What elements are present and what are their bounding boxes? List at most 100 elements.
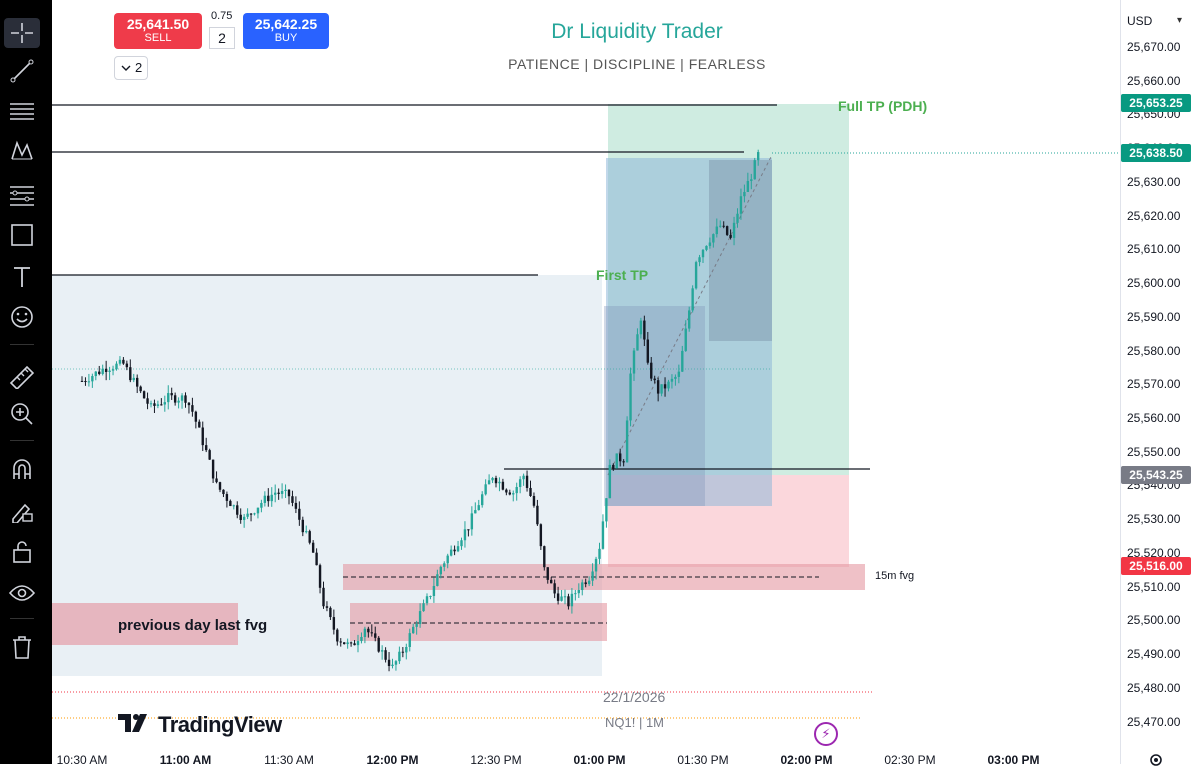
- candle-body: [681, 350, 684, 372]
- price-label[interactable]: 25,516.00: [1121, 557, 1191, 576]
- candle-body: [377, 637, 380, 652]
- chart-canvas[interactable]: 25,641.50 SELL 0.75 2 25,642.25 BUY 2 Dr…: [52, 0, 1122, 764]
- lock-pencil-icon[interactable]: [4, 496, 40, 526]
- candle-body: [177, 400, 180, 403]
- candle-body: [432, 585, 436, 597]
- candle-body: [505, 489, 508, 493]
- candle-body: [449, 549, 453, 556]
- price-label[interactable]: 25,543.25: [1121, 465, 1191, 484]
- chevron-down-icon: [121, 65, 131, 71]
- price-tick: 25,610.00: [1127, 242, 1181, 257]
- candle-body: [236, 505, 239, 515]
- candle-body: [101, 368, 104, 374]
- lightning-icon[interactable]: ⚡: [814, 722, 838, 746]
- candle-body: [308, 531, 311, 543]
- candle-body: [656, 380, 660, 394]
- candle-body: [608, 464, 612, 499]
- candle-body: [525, 475, 529, 488]
- candle-body: [439, 566, 442, 575]
- candle-body: [284, 489, 287, 492]
- zoom-icon[interactable]: [4, 398, 40, 428]
- candle-body: [408, 633, 411, 647]
- candle-body: [246, 513, 249, 517]
- candle-body: [550, 579, 553, 584]
- price-tick: 25,670.00: [1127, 40, 1181, 54]
- price-chart[interactable]: [52, 0, 1122, 764]
- fib-icon[interactable]: [4, 180, 40, 210]
- candle-body: [167, 393, 170, 403]
- quantity-input[interactable]: 2: [209, 27, 235, 49]
- candle-body: [260, 502, 263, 508]
- pattern-icon[interactable]: [4, 136, 40, 166]
- text-icon[interactable]: [4, 262, 40, 292]
- spread-value: 0.75: [211, 10, 233, 22]
- trend-line-icon[interactable]: [4, 56, 40, 86]
- sell-price: 25,641.50: [126, 16, 190, 32]
- price-axis[interactable]: [1120, 0, 1200, 764]
- full-tp-label[interactable]: Full TP (PDH): [838, 98, 928, 114]
- price-label[interactable]: 25,638.50: [1121, 144, 1191, 163]
- candle-body: [180, 395, 184, 401]
- price-tick: 25,570.00: [1127, 377, 1181, 392]
- candle-body: [581, 582, 584, 591]
- tradingview-logo[interactable]: TradingView: [118, 712, 298, 738]
- candle-body: [311, 542, 315, 553]
- candle-body: [594, 558, 598, 572]
- collapse-count: 2: [135, 60, 143, 75]
- trash-icon[interactable]: [4, 632, 40, 662]
- magnet-icon[interactable]: [4, 454, 40, 484]
- candle-body: [491, 477, 494, 481]
- candle-body: [725, 226, 729, 235]
- buy-button[interactable]: 25,642.25 BUY: [243, 13, 329, 49]
- crosshair-icon[interactable]: [4, 18, 40, 48]
- candle-body: [563, 596, 567, 598]
- fvg-15m-label[interactable]: 15m fvg: [875, 570, 915, 582]
- candle-body: [712, 234, 715, 243]
- indicators-collapse-button[interactable]: 2: [114, 56, 148, 80]
- candle-body: [136, 377, 139, 387]
- candle-body: [139, 386, 142, 392]
- watermark-symbol: NQ1! | 1M: [605, 715, 665, 730]
- toolbar-divider: [10, 440, 34, 441]
- emoji-icon[interactable]: [4, 302, 40, 332]
- first-tp-label[interactable]: First TP: [596, 267, 649, 283]
- fvg-zone-1: [606, 158, 772, 506]
- candle-body: [508, 492, 511, 495]
- lock-icon[interactable]: [4, 536, 40, 566]
- sell-button[interactable]: 25,641.50 SELL: [114, 13, 202, 49]
- price-tick: 25,490.00: [1127, 647, 1181, 662]
- horizontal-lines-icon[interactable]: [4, 96, 40, 126]
- previous-day-fvg-label[interactable]: previous day last fvg: [118, 617, 268, 634]
- candle-body: [229, 500, 232, 507]
- candle-body: [729, 234, 732, 238]
- candle-body: [732, 222, 736, 238]
- time-tick: 11:30 AM: [264, 753, 314, 767]
- candle-body: [522, 475, 525, 480]
- time-tick: 12:00 PM: [366, 753, 419, 767]
- candle-body: [142, 391, 146, 399]
- buy-price: 25,642.25: [254, 16, 318, 32]
- candle-body: [222, 489, 225, 495]
- price-label[interactable]: 25,653.25: [1121, 94, 1191, 113]
- candle-body: [612, 464, 615, 469]
- candle-body: [467, 529, 470, 531]
- price-tick: 25,590.00: [1127, 309, 1181, 324]
- candle-body: [156, 404, 160, 406]
- candle-body: [653, 378, 656, 381]
- candle-body: [698, 257, 701, 263]
- candle-body: [129, 367, 132, 381]
- candle-body: [353, 643, 356, 646]
- time-tick: 12:30 PM: [470, 753, 522, 767]
- candle-body: [104, 368, 108, 372]
- eye-icon[interactable]: [4, 578, 40, 608]
- candle-body: [477, 505, 480, 511]
- gear-icon[interactable]: [1148, 752, 1164, 768]
- candle-body: [318, 565, 322, 588]
- currency-selector[interactable]: USD ▾: [1121, 8, 1191, 34]
- rectangle-icon[interactable]: [4, 220, 40, 250]
- candle-body: [98, 371, 101, 374]
- candle-body: [132, 377, 135, 381]
- ruler-icon[interactable]: [4, 362, 40, 392]
- time-tick: 02:00 PM: [780, 753, 833, 767]
- tradingview-logo-icon: [118, 714, 147, 732]
